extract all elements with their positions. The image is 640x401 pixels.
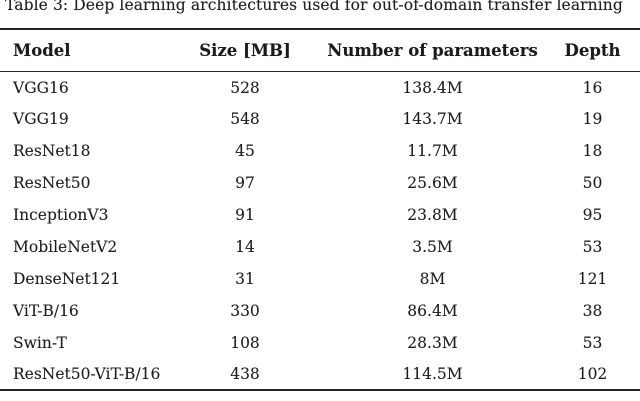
size-cell: 548	[230, 110, 260, 129]
depth-cell: 19	[582, 110, 603, 129]
size-cell: 14	[235, 237, 255, 256]
model-cell: ResNet18	[13, 142, 91, 161]
model-cell: ResNet50	[13, 174, 91, 193]
architecture-table: Model Size [MB] Number of parameters Dep…	[0, 28, 640, 392]
size-cell: 108	[230, 333, 260, 352]
table-row: ResNet50 97 25.6M 50	[0, 167, 640, 199]
params-cell: 86.4M	[407, 301, 458, 320]
depth-cell: 16	[582, 78, 603, 97]
table-row: ResNet50-ViT-B/16 438 114.5M 102	[0, 358, 640, 392]
model-cell: Swin-T	[13, 333, 67, 352]
params-cell: 25.6M	[407, 174, 458, 193]
size-cell: 528	[230, 78, 260, 97]
model-cell: DenseNet121	[13, 269, 121, 288]
depth-cell: 121	[577, 269, 608, 288]
table-row: MobileNetV2 14 3.5M 53	[0, 231, 640, 263]
params-cell: 8M	[419, 269, 446, 288]
model-cell: VGG16	[13, 78, 69, 97]
params-cell: 143.7M	[402, 110, 463, 129]
model-cell: ViT-B/16	[13, 301, 79, 320]
table-row: InceptionV3 91 23.8M 95	[0, 199, 640, 231]
params-cell: 28.3M	[407, 333, 458, 352]
depth-cell: 50	[582, 174, 603, 193]
depth-cell: 38	[582, 301, 603, 320]
depth-cell: 18	[582, 142, 603, 161]
table-row: Swin-T 108 28.3M 53	[0, 327, 640, 359]
size-cell: 31	[235, 269, 255, 288]
column-header-model: Model	[0, 28, 170, 72]
column-header-depth: Depth	[545, 28, 640, 72]
size-cell: 45	[235, 142, 255, 161]
params-cell: 11.7M	[407, 142, 458, 161]
depth-cell: 102	[545, 358, 640, 392]
header-row: Model Size [MB] Number of parameters Dep…	[0, 28, 640, 72]
model-cell: ResNet50-ViT-B/16	[0, 358, 170, 392]
table-caption: Table 3: Deep learning architectures use…	[5, 0, 623, 14]
depth-cell: 53	[582, 333, 603, 352]
table-row: ViT-B/16 330 86.4M 38	[0, 295, 640, 327]
size-cell: 97	[235, 174, 255, 193]
model-cell: MobileNetV2	[13, 237, 118, 256]
table-row: DenseNet121 31 8M 121	[0, 263, 640, 295]
params-cell: 114.5M	[320, 358, 545, 392]
column-header-size: Size [MB]	[170, 28, 320, 72]
size-cell: 330	[230, 301, 260, 320]
params-cell: 23.8M	[407, 206, 458, 224]
depth-cell: 53	[582, 237, 603, 256]
size-cell: 438	[170, 358, 320, 392]
table-row: VGG19 548 143.7M 19	[0, 103, 640, 135]
size-cell: 91	[235, 206, 255, 224]
model-cell: VGG19	[13, 110, 69, 129]
model-cell: InceptionV3	[13, 206, 109, 224]
table-body: VGG16 528 138.4M 16 VGG19 548 143.7M 19 …	[0, 72, 640, 392]
params-cell: 3.5M	[412, 237, 453, 256]
table-row: ResNet18 45 11.7M 18	[0, 135, 640, 167]
table-header: Model Size [MB] Number of parameters Dep…	[0, 28, 640, 72]
column-header-parameters: Number of parameters	[320, 28, 545, 72]
depth-cell: 95	[582, 206, 603, 224]
params-cell: 138.4M	[402, 78, 463, 97]
table-row: VGG16 528 138.4M 16	[0, 72, 640, 104]
